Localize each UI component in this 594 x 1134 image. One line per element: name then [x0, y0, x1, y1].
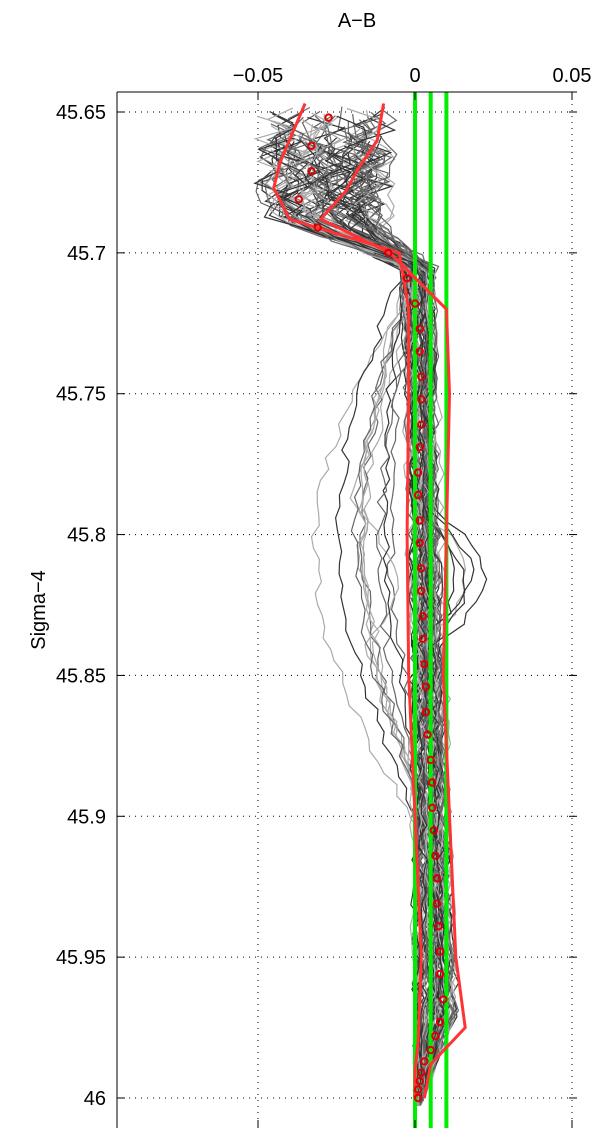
profile-line — [269, 140, 475, 1100]
plot-content — [117, 92, 577, 1128]
profile-line — [302, 137, 420, 1096]
profile-line — [352, 113, 433, 1106]
y-tick-label: 45.9 — [67, 806, 106, 828]
mean-marker — [417, 564, 426, 573]
mean-marker — [421, 707, 431, 717]
mean-marker — [410, 299, 420, 308]
mean-marker — [418, 634, 428, 643]
y-tick-label: 45.85 — [56, 665, 106, 687]
profile-line — [299, 151, 423, 1099]
mean-marker — [420, 1057, 429, 1066]
y-tick-label: 45.95 — [56, 947, 106, 969]
y-tick-label: 45.65 — [56, 102, 106, 124]
x-tick-label: 0 — [409, 65, 420, 87]
plot-area: −0.05 0 0.05 45.65 45.7 45.75 45.8 45.85 45.9 45.… — [56, 65, 592, 1128]
y-tick-label: 45.8 — [67, 525, 106, 547]
mean-marker — [421, 682, 431, 691]
mean-marker — [431, 1031, 440, 1041]
mean-marker — [432, 899, 442, 908]
mean-marker — [384, 248, 393, 258]
mean-marker — [434, 922, 443, 931]
mean-marker — [417, 372, 426, 381]
mean-marker — [435, 969, 445, 979]
mean-marker — [429, 826, 438, 835]
mean-marker — [432, 874, 442, 883]
mean-marker — [420, 660, 429, 669]
mean-marker — [423, 730, 432, 739]
y-tick-label: 45.7 — [67, 243, 106, 265]
mean-marker — [413, 490, 423, 500]
mean-marker — [415, 443, 424, 452]
mean-marker — [402, 274, 412, 283]
mean-marker — [415, 1076, 424, 1086]
mean-marker — [415, 347, 424, 356]
mean-marker — [294, 195, 303, 204]
mean-marker — [435, 947, 445, 956]
mean-marker — [417, 395, 426, 404]
y-tick-label: 45.75 — [56, 384, 106, 406]
mean-marker — [417, 586, 426, 596]
mean-marker — [415, 516, 424, 525]
mean-marker — [413, 468, 423, 477]
mean-marker — [415, 324, 424, 334]
mean-marker — [418, 612, 428, 621]
x-tick-label: 0.05 — [553, 65, 592, 87]
mean-marker — [415, 538, 424, 548]
mean-marker — [324, 113, 333, 122]
mean-marker — [426, 1045, 435, 1055]
mean-marker — [307, 141, 316, 151]
mean-marker — [417, 1068, 426, 1077]
mean-marker — [417, 420, 426, 429]
mean-marker — [413, 1093, 423, 1103]
x-axis-title: A−B — [338, 10, 376, 32]
mean-marker — [431, 851, 440, 860]
mean-marker — [428, 778, 437, 787]
mean-marker — [313, 223, 322, 232]
y-tick-label: 46 — [84, 1088, 106, 1110]
mean-marker — [435, 1017, 445, 1027]
envelope-left-line — [272, 102, 423, 1098]
envelope-right-line — [318, 103, 467, 1099]
mean-marker — [439, 995, 448, 1004]
mean-marker — [307, 167, 316, 176]
mean-marker — [428, 803, 437, 812]
x-tick-label: −0.05 — [233, 65, 284, 87]
profile-line — [352, 116, 433, 1098]
mean-marker — [426, 755, 435, 765]
y-axis-title: Sigma−4 — [28, 570, 50, 650]
mean-marker — [413, 1085, 423, 1094]
